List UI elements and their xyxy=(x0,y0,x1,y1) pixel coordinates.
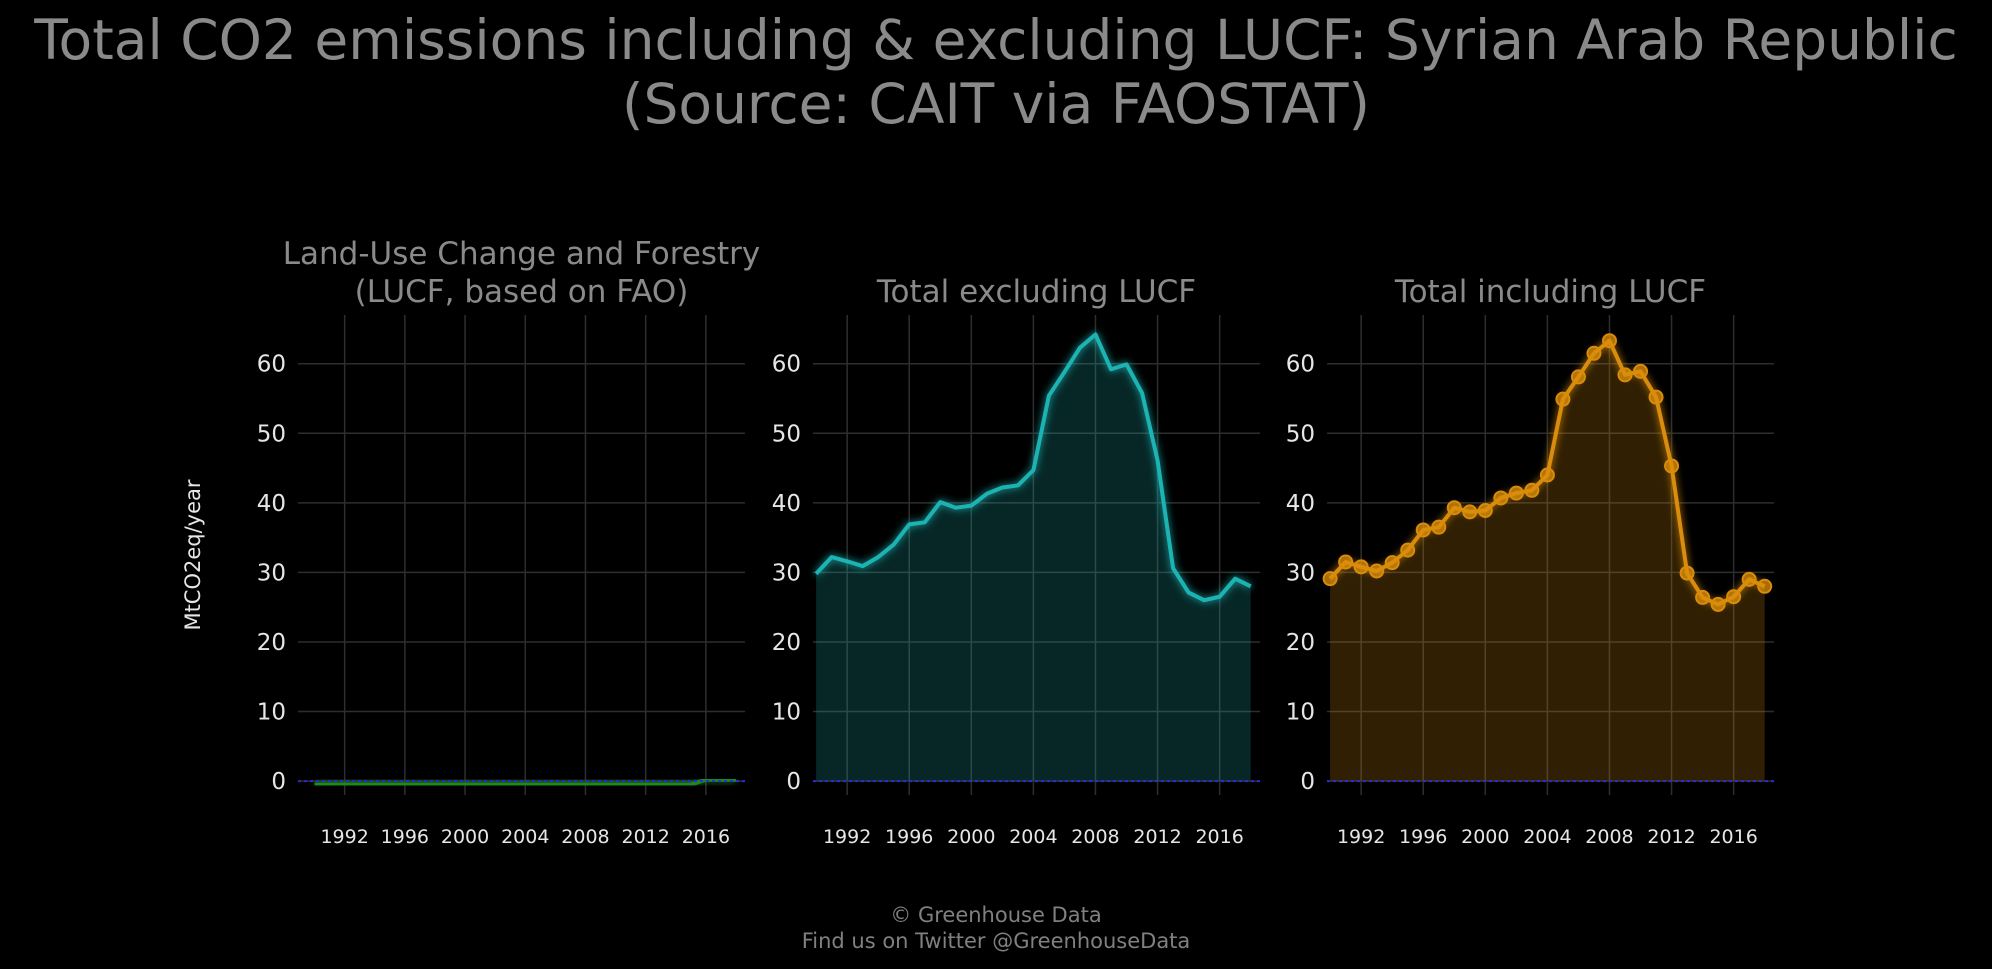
chart-title-line2: (Source: CAIT via FAOSTAT) xyxy=(622,72,1370,136)
x-tick-label: 1996 xyxy=(381,826,429,848)
data-point xyxy=(1431,519,1447,535)
x-tick-label: 2012 xyxy=(1647,826,1695,848)
series-line xyxy=(314,777,736,787)
y-tick-label: 40 xyxy=(1286,491,1315,517)
data-point xyxy=(1400,542,1416,558)
y-tick-label: 30 xyxy=(1286,560,1315,586)
x-tick-label: 2000 xyxy=(947,826,995,848)
data-point xyxy=(1726,589,1742,605)
footer-copyright: © Greenhouse Data xyxy=(890,903,1102,927)
panel-lucf: Land-Use Change and Forestry(LUCF, based… xyxy=(181,236,760,848)
x-tick-label: 1996 xyxy=(1399,826,1447,848)
x-tick-label: 2004 xyxy=(1009,826,1057,848)
x-tick-label: 2016 xyxy=(1195,826,1243,848)
y-tick-label: 20 xyxy=(772,630,801,656)
data-point xyxy=(1353,559,1369,575)
data-point xyxy=(1679,565,1695,581)
data-point xyxy=(1477,502,1493,518)
x-tick-label: 2012 xyxy=(621,826,669,848)
y-tick-label: 30 xyxy=(772,560,801,586)
series-area xyxy=(1330,340,1765,782)
y-tick-label: 30 xyxy=(257,560,286,586)
x-tick-label: 2000 xyxy=(1461,826,1509,848)
x-tick-label: 2008 xyxy=(1071,826,1119,848)
panel-title-line: Land-Use Change and Forestry xyxy=(283,236,761,272)
data-point xyxy=(1524,482,1540,498)
y-tick-label: 0 xyxy=(1300,769,1315,795)
x-tick-label: 2004 xyxy=(501,826,549,848)
x-tick-label: 2016 xyxy=(682,826,730,848)
panel-title-line: Total including LUCF xyxy=(1394,274,1706,310)
y-tick-label: 50 xyxy=(1286,421,1315,447)
series-line xyxy=(814,332,1252,603)
y-tick-label: 0 xyxy=(271,769,286,795)
x-tick-label: 1992 xyxy=(320,826,368,848)
data-point xyxy=(1695,589,1711,605)
x-tick-label: 2012 xyxy=(1133,826,1181,848)
data-point xyxy=(1648,389,1664,405)
y-tick-label: 20 xyxy=(257,630,286,656)
data-point xyxy=(1539,467,1555,483)
x-tick-label: 1992 xyxy=(1337,826,1385,848)
data-point xyxy=(1369,563,1385,579)
y-tick-label: 60 xyxy=(257,352,286,378)
data-point xyxy=(1415,522,1431,538)
data-point xyxy=(1555,391,1571,407)
y-tick-label: 10 xyxy=(257,700,286,726)
data-point xyxy=(1462,504,1478,520)
x-tick-label: 2008 xyxy=(561,826,609,848)
data-point xyxy=(1741,571,1757,587)
y-axis-label: MtCO2eq/year xyxy=(181,479,205,630)
y-tick-label: 50 xyxy=(772,421,801,447)
y-tick-label: 40 xyxy=(257,491,286,517)
x-tick-label: 2004 xyxy=(1523,826,1571,848)
data-point xyxy=(1617,367,1633,383)
x-tick-label: 2016 xyxy=(1709,826,1757,848)
data-point xyxy=(1664,458,1680,474)
data-point xyxy=(1710,596,1726,612)
data-point xyxy=(1508,485,1524,501)
data-point xyxy=(1338,554,1354,570)
data-point xyxy=(1570,369,1586,385)
x-tick-label: 2000 xyxy=(441,826,489,848)
y-tick-label: 40 xyxy=(772,491,801,517)
panel-total-excluding-lucf: Total excluding LUCF 0 10 20 30 40 50 60 1992 199… xyxy=(772,274,1260,848)
data-point xyxy=(1586,345,1602,361)
data-point xyxy=(1757,578,1773,594)
x-tick-label: 2008 xyxy=(1585,826,1633,848)
y-tick-label: 60 xyxy=(1286,352,1315,378)
y-tick-label: 20 xyxy=(1286,630,1315,656)
y-tick-label: 60 xyxy=(772,352,801,378)
panel-total-including-lucf: Total including LUCF 0 10 20 30 40 50 60 1992 199… xyxy=(1286,274,1774,848)
x-tick-label: 1992 xyxy=(823,826,871,848)
data-point xyxy=(1384,555,1400,571)
panel-title-line: Total excluding LUCF xyxy=(876,274,1196,310)
x-tick-label: 1996 xyxy=(885,826,933,848)
data-point xyxy=(1601,333,1617,349)
y-tick-label: 10 xyxy=(772,700,801,726)
y-tick-label: 50 xyxy=(257,421,286,447)
footer-twitter: Find us on Twitter @GreenhouseData xyxy=(801,929,1191,953)
series-area xyxy=(816,334,1251,782)
data-point xyxy=(1446,500,1462,516)
y-tick-label: 0 xyxy=(786,769,801,795)
data-point xyxy=(1493,490,1509,506)
data-point xyxy=(1322,571,1338,587)
chart-title-line1: Total CO2 emissions including & excludin… xyxy=(34,8,1958,72)
y-tick-label: 10 xyxy=(1286,700,1315,726)
panel-title-line: (LUCF, based on FAO) xyxy=(355,274,689,310)
data-point xyxy=(1633,363,1649,379)
